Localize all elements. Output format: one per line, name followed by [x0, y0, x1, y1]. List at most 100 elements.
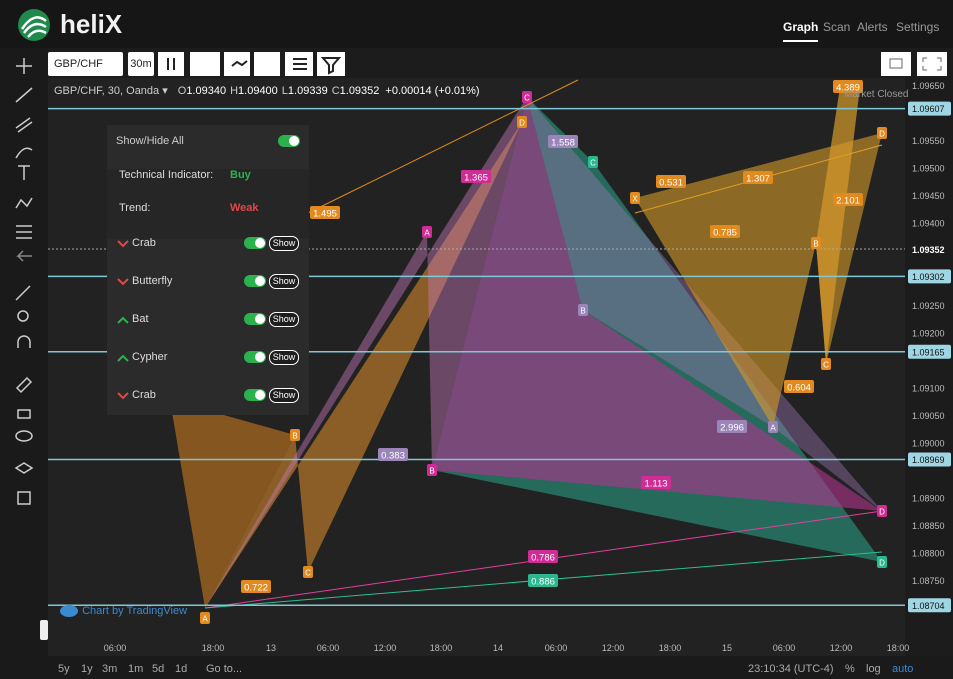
chart-area: 1.495 1.365 0.531 1.307 0.785 2.101 4.389 0.383… — [48, 78, 953, 656]
pattern-row: Butterfly Show — [107, 274, 309, 291]
auto-button[interactable]: auto — [892, 663, 914, 675]
toggle[interactable] — [244, 313, 266, 325]
goto-button[interactable]: Go to... — [206, 663, 243, 675]
pattern-orange-spike — [816, 87, 860, 364]
point-label: D — [519, 119, 525, 128]
time-tick-label: 12:00 — [374, 643, 397, 653]
show-button[interactable]: Show — [269, 274, 299, 289]
legend: GBP/CHF, 30, Oanda ▾ O1.09340 H1.09400 L1.0… — [54, 84, 908, 100]
time-tick-label: 13 — [266, 643, 276, 653]
pattern-pink — [432, 97, 882, 511]
legend-title: GBP/CHF, 30, Oanda — [54, 85, 160, 97]
point-label: A — [424, 229, 430, 238]
price-axis-bg — [905, 78, 953, 656]
ohlc-key: C — [331, 85, 340, 97]
ohlc-value: 1.09340 — [186, 85, 227, 97]
ratio-label: 0.786 — [531, 553, 555, 564]
log-button[interactable]: log — [866, 663, 881, 675]
ratio-label: 1.113 — [644, 479, 667, 490]
nav-graph[interactable]: Graph — [783, 20, 819, 42]
price-tick-label: 1.08850 — [912, 521, 945, 531]
point-label: C — [524, 94, 530, 103]
watermark[interactable]: Chart by TradingView — [59, 604, 187, 618]
point-tag — [422, 226, 432, 238]
ratio-label: 0.604 — [787, 383, 811, 394]
ratio-label: 0.785 — [713, 228, 737, 239]
pattern-orange-right — [635, 133, 882, 427]
level-tag — [908, 452, 951, 467]
range-button[interactable]: 1y — [81, 663, 93, 675]
point-label: X — [632, 195, 638, 204]
range-button[interactable]: 5d — [152, 663, 165, 675]
price-tick-label: 1.09500 — [912, 164, 945, 174]
point-label: C — [590, 159, 596, 168]
ratio-label: 0.531 — [659, 178, 683, 189]
trend-arrow — [117, 392, 129, 400]
ratio-tag — [461, 170, 491, 183]
price-tick-label: 1.09450 — [912, 191, 945, 201]
level-label: 1.08704 — [912, 601, 945, 611]
nav-alerts[interactable]: Alerts — [857, 20, 888, 34]
trend-value: Weak — [230, 202, 259, 214]
price-tick-label: 1.09400 — [912, 219, 945, 229]
show-button[interactable]: Show — [269, 388, 299, 403]
ratio-tag — [833, 193, 863, 206]
price-tick-label: 1.08800 — [912, 549, 945, 559]
point-tag — [630, 192, 640, 204]
toggle[interactable] — [244, 275, 266, 287]
chart-tools[interactable] — [158, 52, 348, 76]
indicator-label: Technical Indicator: — [119, 169, 214, 181]
toggle[interactable] — [278, 135, 300, 147]
point-label: A — [770, 424, 776, 433]
pattern-orange-xab — [170, 400, 295, 608]
show-button[interactable]: Show — [269, 350, 299, 365]
point-tag — [877, 556, 887, 568]
pct-button[interactable]: % — [845, 663, 855, 675]
side-toolbar — [0, 48, 48, 679]
point-tag — [290, 429, 300, 441]
level-tag — [908, 269, 951, 284]
arrow-path — [117, 316, 129, 324]
pattern-row: Cypher Show — [107, 350, 309, 367]
nav-settings[interactable]: Settings — [896, 20, 940, 34]
range-button[interactable]: 1m — [128, 663, 144, 675]
ratio-tag — [656, 175, 686, 188]
range-button[interactable]: 3m — [102, 663, 118, 675]
toggle[interactable] — [244, 389, 266, 401]
nav-scan[interactable]: Scan — [823, 20, 851, 34]
price-tick-label: 1.08750 — [912, 576, 945, 586]
indicator-value: Buy — [230, 169, 251, 181]
level-lines — [48, 107, 953, 607]
range-button[interactable]: 1d — [175, 663, 188, 675]
pattern-row: Crab Show — [107, 236, 309, 253]
price-tick-label: 1.08900 — [912, 494, 945, 504]
symbol-box[interactable]: GBP/CHF — [48, 52, 123, 76]
level-label: 1.09165 — [912, 347, 945, 357]
show-button[interactable]: Show — [269, 236, 299, 251]
collapse-tab[interactable] — [40, 620, 48, 640]
toggle[interactable] — [244, 237, 266, 249]
ratio-tag — [784, 380, 814, 393]
show-button[interactable]: Show — [269, 312, 299, 327]
screenshot-buttons[interactable] — [881, 52, 947, 76]
interval-button[interactable]: 30m — [128, 52, 154, 76]
tool-icons — [14, 58, 34, 505]
point-label: C — [305, 569, 311, 578]
point-tag — [821, 358, 831, 370]
ratio-label: 1.495 — [313, 209, 337, 220]
point-label: D — [879, 508, 885, 517]
pattern-name: Cypher — [132, 351, 168, 363]
pattern-name: Crab — [132, 237, 156, 249]
point-label: B — [429, 467, 434, 476]
ratio-tag — [743, 171, 773, 184]
range-button[interactable]: 5y — [58, 663, 70, 675]
point-tag — [877, 127, 887, 139]
time-tick-label: 15 — [722, 643, 732, 653]
level-label: 1.09302 — [912, 272, 945, 282]
time-tick-label: 14 — [493, 643, 503, 653]
legend-caret: ▾ — [159, 85, 168, 97]
level-label: 1.09607 — [912, 104, 945, 114]
logo: heliX — [60, 9, 123, 39]
toggle[interactable] — [244, 351, 266, 363]
